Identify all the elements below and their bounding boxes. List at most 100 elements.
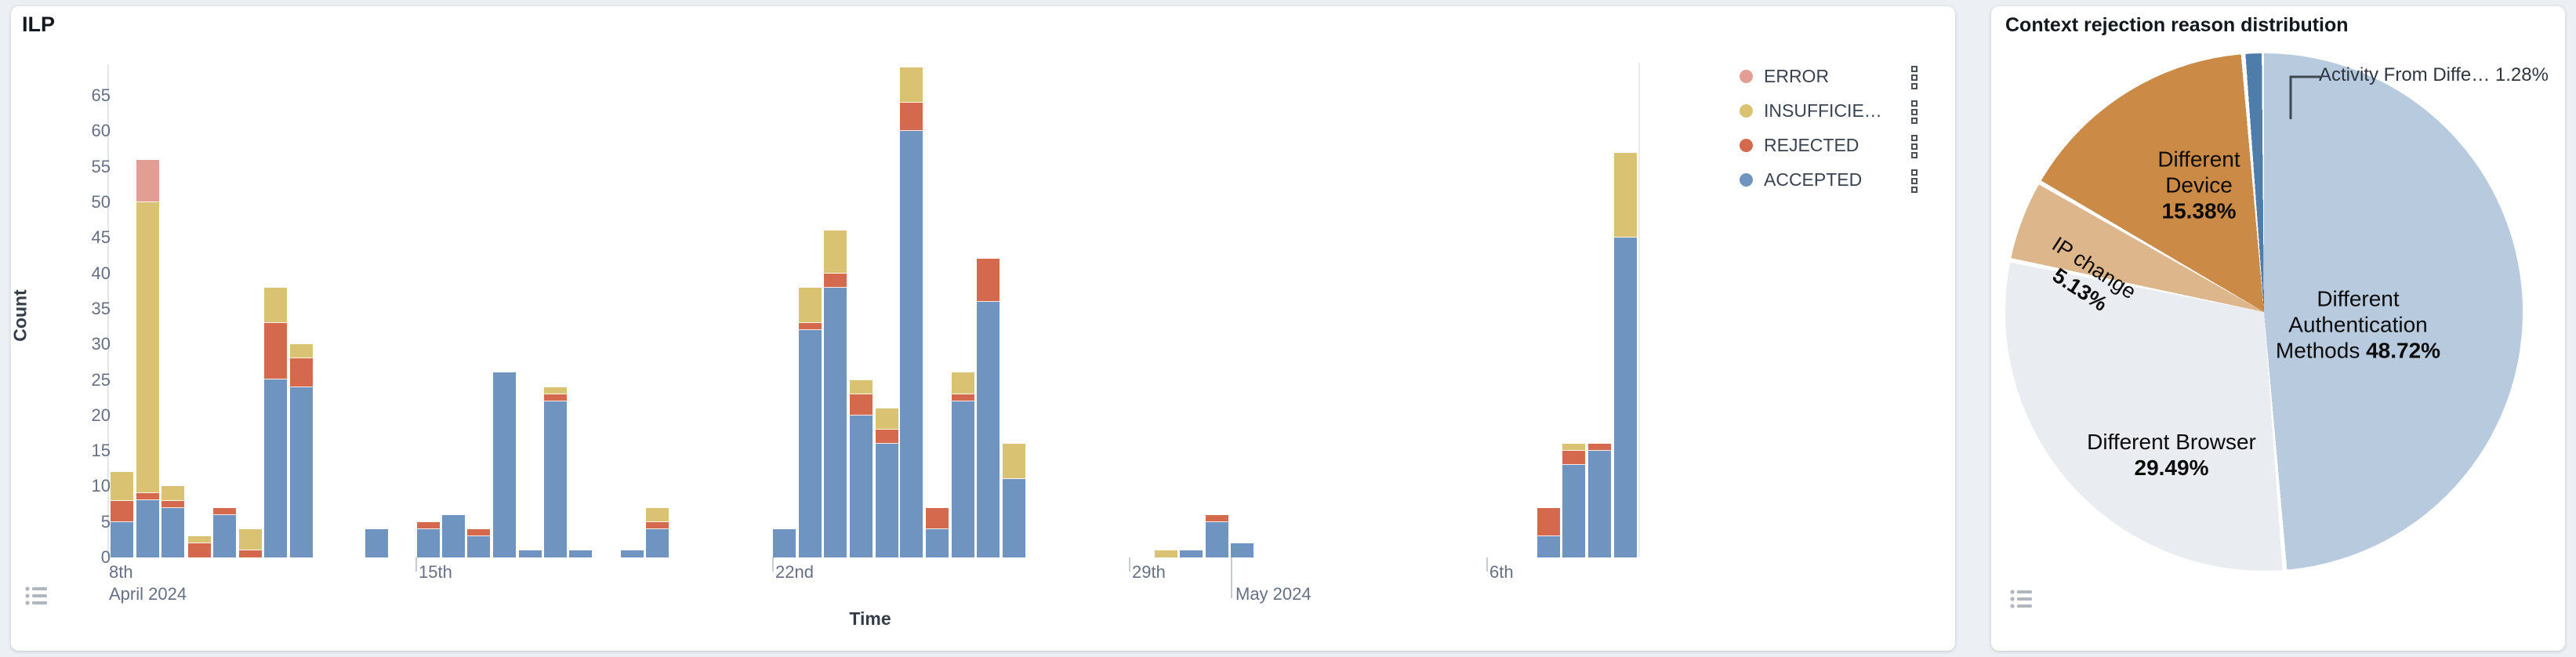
- bar-stack[interactable]: [976, 258, 1000, 558]
- bar-segment-rejected[interactable]: [136, 492, 160, 502]
- bar-segment-rejected[interactable]: [187, 542, 212, 558]
- bar-segment-insufficient[interactable]: [110, 471, 134, 502]
- bar-segment-accepted[interactable]: [823, 286, 847, 558]
- bar-segment-accepted[interactable]: [518, 549, 542, 558]
- bar-segment-accepted[interactable]: [289, 386, 314, 558]
- bar-segment-accepted[interactable]: [1613, 237, 1638, 558]
- bar-stack[interactable]: [823, 230, 847, 558]
- bar-segment-rejected[interactable]: [1587, 443, 1612, 452]
- bar-stack[interactable]: [110, 471, 134, 558]
- bar-segment-rejected[interactable]: [110, 499, 134, 523]
- legend-toggle-icon[interactable]: [2008, 586, 2035, 612]
- bar-segment-accepted[interactable]: [365, 528, 389, 558]
- bar-segment-insufficient[interactable]: [1002, 443, 1026, 481]
- bar-segment-accepted[interactable]: [798, 329, 822, 558]
- bar-segment-insufficient[interactable]: [951, 372, 975, 395]
- bar-segment-accepted[interactable]: [875, 443, 899, 558]
- bar-stack[interactable]: [136, 158, 160, 558]
- bar-segment-rejected[interactable]: [899, 102, 923, 132]
- bar-segment-rejected[interactable]: [875, 428, 899, 445]
- bar-stack[interactable]: [238, 528, 263, 558]
- bar-stack[interactable]: [1205, 514, 1229, 558]
- bar-segment-insufficient[interactable]: [136, 201, 160, 495]
- bar-segment-accepted[interactable]: [899, 130, 923, 558]
- bar-stack[interactable]: [568, 549, 593, 558]
- bar-stack[interactable]: [620, 549, 644, 558]
- bar-stack[interactable]: [772, 528, 796, 558]
- bar-stack[interactable]: [925, 506, 949, 558]
- bar-segment-accepted[interactable]: [161, 506, 185, 558]
- bar-segment-accepted[interactable]: [568, 549, 593, 558]
- bar-segment-rejected[interactable]: [543, 393, 568, 402]
- bar-segment-insufficient[interactable]: [1562, 443, 1586, 452]
- bar-segment-accepted[interactable]: [543, 400, 568, 558]
- bar-segment-insufficient[interactable]: [1613, 151, 1638, 239]
- legend-menu-icon[interactable]: [1911, 100, 1921, 124]
- bar-segment-accepted[interactable]: [466, 535, 491, 558]
- bar-segment-accepted[interactable]: [136, 499, 160, 558]
- bar-stack[interactable]: [466, 528, 491, 558]
- bar-segment-rejected[interactable]: [925, 506, 949, 530]
- bar-stack[interactable]: [1587, 443, 1612, 558]
- bar-segment-error[interactable]: [136, 158, 160, 203]
- bar-segment-accepted[interactable]: [772, 528, 796, 558]
- bar-stack[interactable]: [1002, 443, 1026, 558]
- bar-stack[interactable]: [1179, 549, 1203, 558]
- bar-segment-rejected[interactable]: [289, 358, 314, 388]
- bar-segment-rejected[interactable]: [798, 322, 822, 332]
- bar-segment-insufficient[interactable]: [238, 528, 263, 551]
- bar-segment-insufficient[interactable]: [849, 379, 873, 395]
- legend-menu-icon[interactable]: [1911, 66, 1921, 89]
- legend-menu-icon[interactable]: [1911, 169, 1921, 193]
- bar-stack[interactable]: [798, 286, 822, 558]
- bar-segment-insufficient[interactable]: [899, 66, 923, 104]
- legend-toggle-icon[interactable]: [24, 583, 50, 608]
- bar-stack[interactable]: [951, 372, 975, 558]
- bar-stack[interactable]: [1537, 506, 1561, 558]
- bar-segment-insufficient[interactable]: [263, 286, 288, 325]
- bar-segment-accepted[interactable]: [1179, 549, 1203, 558]
- bar-segment-rejected[interactable]: [238, 549, 263, 558]
- bar-stack[interactable]: [365, 528, 389, 558]
- bar-segment-rejected[interactable]: [976, 258, 1000, 303]
- bar-segment-accepted[interactable]: [976, 300, 1000, 558]
- bar-stack[interactable]: [899, 66, 923, 558]
- bar-stack[interactable]: [441, 514, 466, 558]
- bar-segment-insufficient[interactable]: [875, 407, 899, 430]
- bar-stack[interactable]: [1154, 549, 1178, 558]
- bar-stack[interactable]: [492, 372, 517, 558]
- bar-segment-accepted[interactable]: [1205, 521, 1229, 558]
- bar-stack[interactable]: [1613, 151, 1638, 558]
- pie-chart[interactable]: [2005, 53, 2523, 571]
- bar-segment-accepted[interactable]: [441, 514, 466, 558]
- bar-segment-accepted[interactable]: [263, 379, 288, 558]
- legend-menu-icon[interactable]: [1911, 135, 1921, 158]
- bar-stack[interactable]: [187, 535, 212, 558]
- bar-stack[interactable]: [263, 286, 288, 558]
- bar-segment-insufficient[interactable]: [798, 286, 822, 325]
- legend-item-accepted[interactable]: ACCEPTED: [1740, 166, 1862, 193]
- bar-stack[interactable]: [518, 549, 542, 558]
- bar-segment-rejected[interactable]: [416, 521, 441, 530]
- bar-segment-accepted[interactable]: [110, 521, 134, 558]
- bar-segment-accepted[interactable]: [212, 514, 237, 558]
- bar-segment-accepted[interactable]: [1562, 464, 1586, 558]
- bar-segment-accepted[interactable]: [1587, 450, 1612, 558]
- bar-stack[interactable]: [849, 379, 873, 558]
- bar-segment-insufficient[interactable]: [1154, 549, 1178, 558]
- bar-segment-accepted[interactable]: [951, 400, 975, 558]
- bar-segment-accepted[interactable]: [1230, 542, 1254, 558]
- bar-segment-accepted[interactable]: [645, 528, 669, 558]
- bar-stack[interactable]: [289, 343, 314, 558]
- bar-segment-accepted[interactable]: [849, 414, 873, 558]
- bar-stack[interactable]: [645, 506, 669, 558]
- bar-segment-rejected[interactable]: [161, 499, 185, 509]
- bar-segment-accepted[interactable]: [925, 528, 949, 558]
- bar-stack[interactable]: [543, 386, 568, 558]
- bar-segment-rejected[interactable]: [951, 393, 975, 402]
- bar-stack[interactable]: [1562, 443, 1586, 558]
- bar-segment-rejected[interactable]: [212, 506, 237, 516]
- bar-segment-accepted[interactable]: [416, 528, 441, 558]
- bar-segment-accepted[interactable]: [492, 372, 517, 558]
- bar-segment-rejected[interactable]: [466, 528, 491, 537]
